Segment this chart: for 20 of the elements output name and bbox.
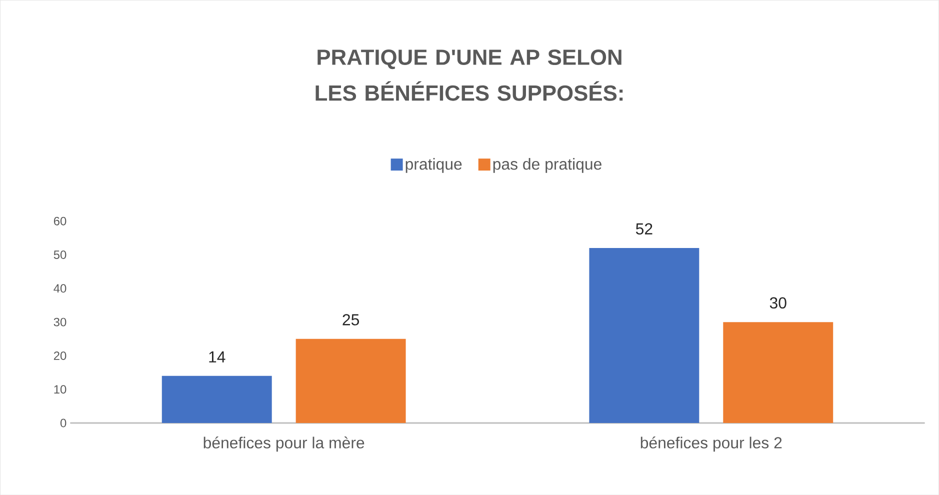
chart-title: PRATIQUE D'UNE AP SELON LES BÉNÉFICES SUPPOSÉS:: [316, 49, 623, 101]
y-tick-label: 50: [54, 250, 66, 259]
y-tick-label: 40: [54, 284, 66, 293]
bar: [296, 338, 406, 423]
bar: [589, 248, 700, 423]
x-tick-label: bénefices pour les 2: [640, 436, 782, 452]
data-label: 52: [636, 223, 652, 234]
data-label: 30: [770, 297, 786, 308]
y-tick-label: 10: [54, 385, 66, 394]
data-label: 25: [342, 314, 359, 326]
y-tick-label: 60: [54, 216, 66, 226]
legend-label: pratique: [406, 158, 462, 173]
x-tick-label: bénefices pour la mère: [204, 436, 364, 452]
y-tick-label: 30: [54, 318, 66, 326]
legend-label: pas de pratique: [493, 158, 602, 173]
bar: [162, 376, 272, 423]
y-tick-label: 20: [54, 351, 66, 360]
data-label: 14: [209, 351, 226, 362]
bar: [723, 322, 834, 423]
y-tick-label: 0: [60, 418, 66, 428]
